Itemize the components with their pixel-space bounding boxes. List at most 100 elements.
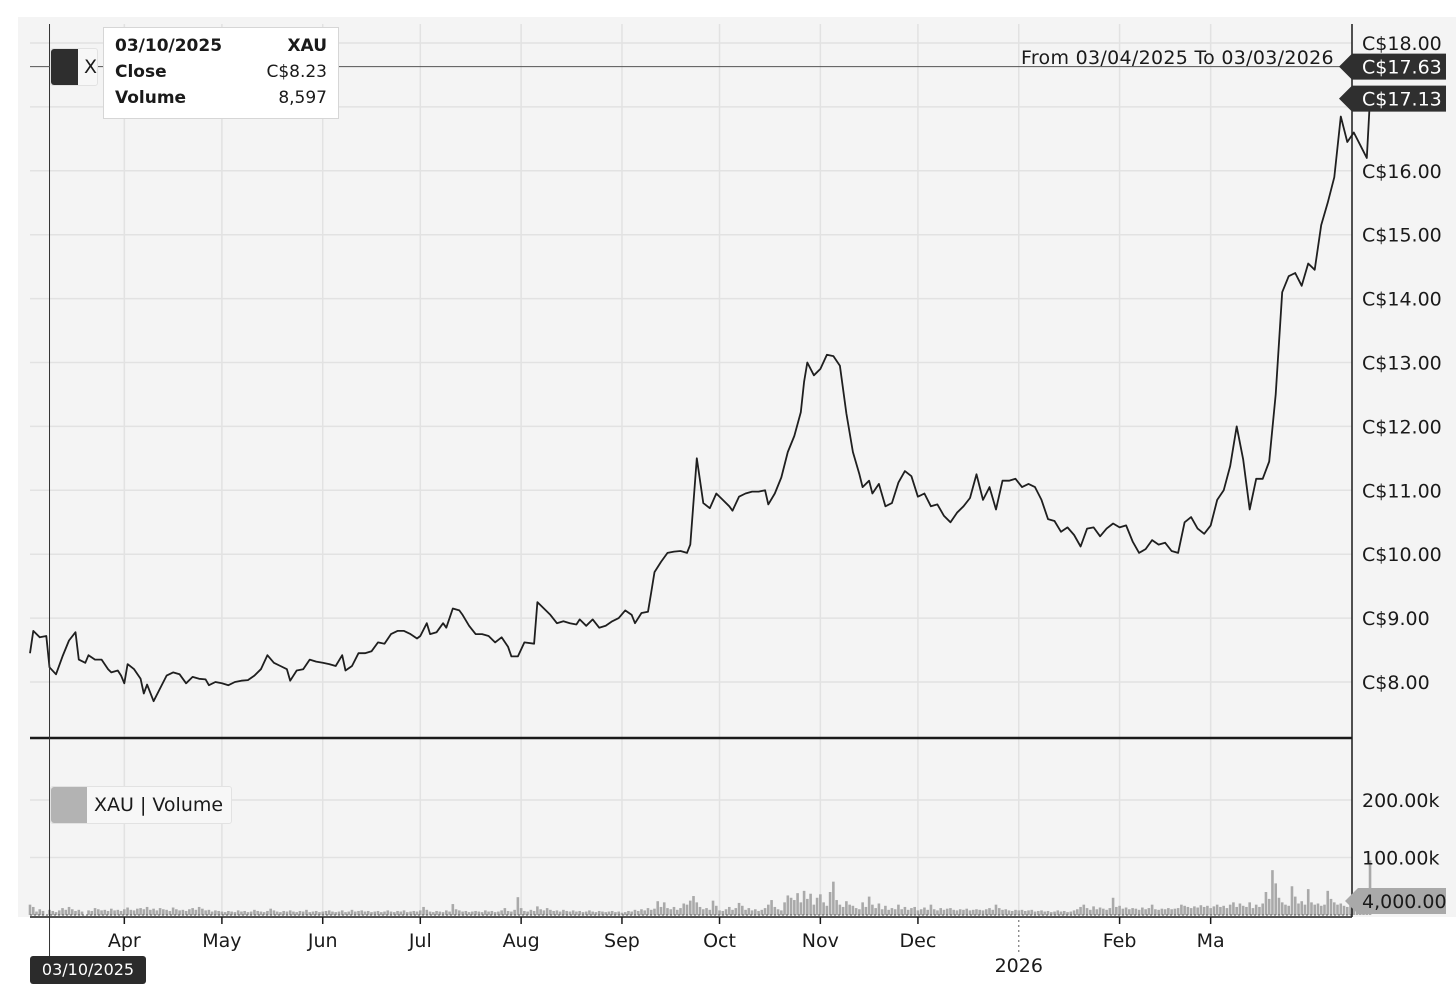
volume-bar [887, 909, 890, 915]
volume-bar [731, 909, 734, 915]
volume-bar [897, 904, 900, 915]
volume-bar [253, 909, 256, 915]
price-legend[interactable]: X [50, 48, 98, 86]
volume-bar [1027, 910, 1030, 915]
volume-bar [184, 910, 188, 915]
volume-bar [744, 909, 747, 915]
volume-bar [438, 911, 442, 915]
volume-bar [305, 909, 308, 915]
volume-bar [87, 910, 90, 915]
volume-bar [90, 910, 94, 915]
volume-bar [1095, 909, 1099, 915]
volume-bar [51, 910, 55, 915]
hover-close-label: Close [115, 62, 167, 82]
volume-bar [474, 910, 477, 915]
volume-bar [487, 911, 490, 915]
hover-volume-value: 8,597 [278, 88, 327, 108]
volume-bar [422, 906, 425, 915]
volume-bar [799, 902, 803, 915]
volume-bar [360, 910, 364, 915]
volume-bar [1274, 883, 1278, 915]
volume-bar [493, 912, 497, 915]
volume-bar [1209, 908, 1212, 915]
volume-bar [175, 909, 178, 915]
volume-bar [288, 910, 292, 915]
volume-bar [409, 911, 412, 915]
volume-bar [93, 908, 97, 915]
volume-bar [549, 909, 552, 915]
volume-bar [646, 908, 650, 915]
volume-bar [194, 909, 198, 915]
volume-bar [129, 909, 133, 915]
volume-bar [1141, 907, 1144, 915]
volume-bar [425, 909, 429, 915]
volume-bar [945, 908, 949, 915]
volume-bar [1154, 909, 1157, 915]
volume-bar [110, 908, 113, 915]
date-tick-label: Apr [108, 930, 141, 952]
volume-bar [1092, 906, 1095, 915]
volume-bar [614, 912, 617, 915]
volume-bar [197, 906, 201, 915]
volume-bar [243, 910, 246, 915]
price-tick-label: C$8.00 [1362, 672, 1430, 694]
volume-bar [168, 910, 172, 915]
volume-bar [617, 911, 621, 915]
volume-legend[interactable]: XAU | Volume [50, 786, 233, 824]
volume-bar [545, 908, 549, 915]
volume-bar [188, 909, 191, 915]
volume-bar [539, 909, 542, 915]
volume-bar [594, 912, 598, 915]
price-line-xau[interactable] [29, 98, 1371, 703]
volume-bar [70, 909, 74, 915]
volume-bar [890, 908, 894, 915]
volume-bar [991, 909, 995, 915]
volume-bar [636, 910, 640, 915]
volume-bar [233, 912, 237, 915]
price-tick-label: C$16.00 [1362, 161, 1442, 183]
volume-bar [324, 910, 328, 915]
volume-bar [578, 910, 581, 915]
volume-bar [1297, 903, 1300, 915]
volume-bar [1108, 908, 1112, 915]
hover-symbol: XAU [287, 36, 327, 56]
volume-bar [623, 912, 627, 915]
volume-bar [662, 902, 666, 915]
volume-bar [828, 892, 832, 915]
price-badges: C$17.63 C$17.13 4,000.00 [1339, 53, 1447, 914]
volume-bar [279, 912, 282, 915]
volume-bar [627, 910, 630, 915]
volume-bar [220, 911, 224, 915]
volume-bar [1251, 908, 1255, 915]
price-badge [1339, 85, 1446, 112]
volume-bar [119, 910, 123, 915]
volume-bar [1023, 910, 1027, 915]
volume-bar [1319, 905, 1323, 915]
volume-bar [604, 912, 607, 915]
volume-bar [191, 908, 194, 915]
date-range-text: From 03/04/2025 To 03/03/2026 [1021, 47, 1334, 69]
volume-bar [1030, 909, 1034, 915]
volume-bar [353, 911, 357, 915]
volume-bar [1280, 902, 1284, 915]
volume-bar [776, 909, 780, 915]
volume-bar [1059, 911, 1063, 915]
volume-bar [1056, 910, 1060, 915]
volume-bar [936, 910, 939, 915]
volume-bar [666, 908, 669, 915]
volume-bar [35, 911, 38, 915]
volume-bar [373, 911, 377, 915]
volume-bar [100, 910, 103, 915]
volume-bar [588, 910, 591, 915]
volume-bar [249, 911, 253, 915]
volume-bar [331, 911, 334, 915]
volume-bar [132, 910, 136, 915]
volume-bar [1105, 909, 1108, 915]
volume-bar [1079, 906, 1082, 915]
volume-axis-labels: 200.00k 100.00k [1362, 790, 1439, 870]
volume-bar [1199, 905, 1203, 915]
volume-bar [214, 910, 217, 915]
volume-bar [1336, 904, 1339, 915]
volume-bar [1017, 910, 1021, 915]
